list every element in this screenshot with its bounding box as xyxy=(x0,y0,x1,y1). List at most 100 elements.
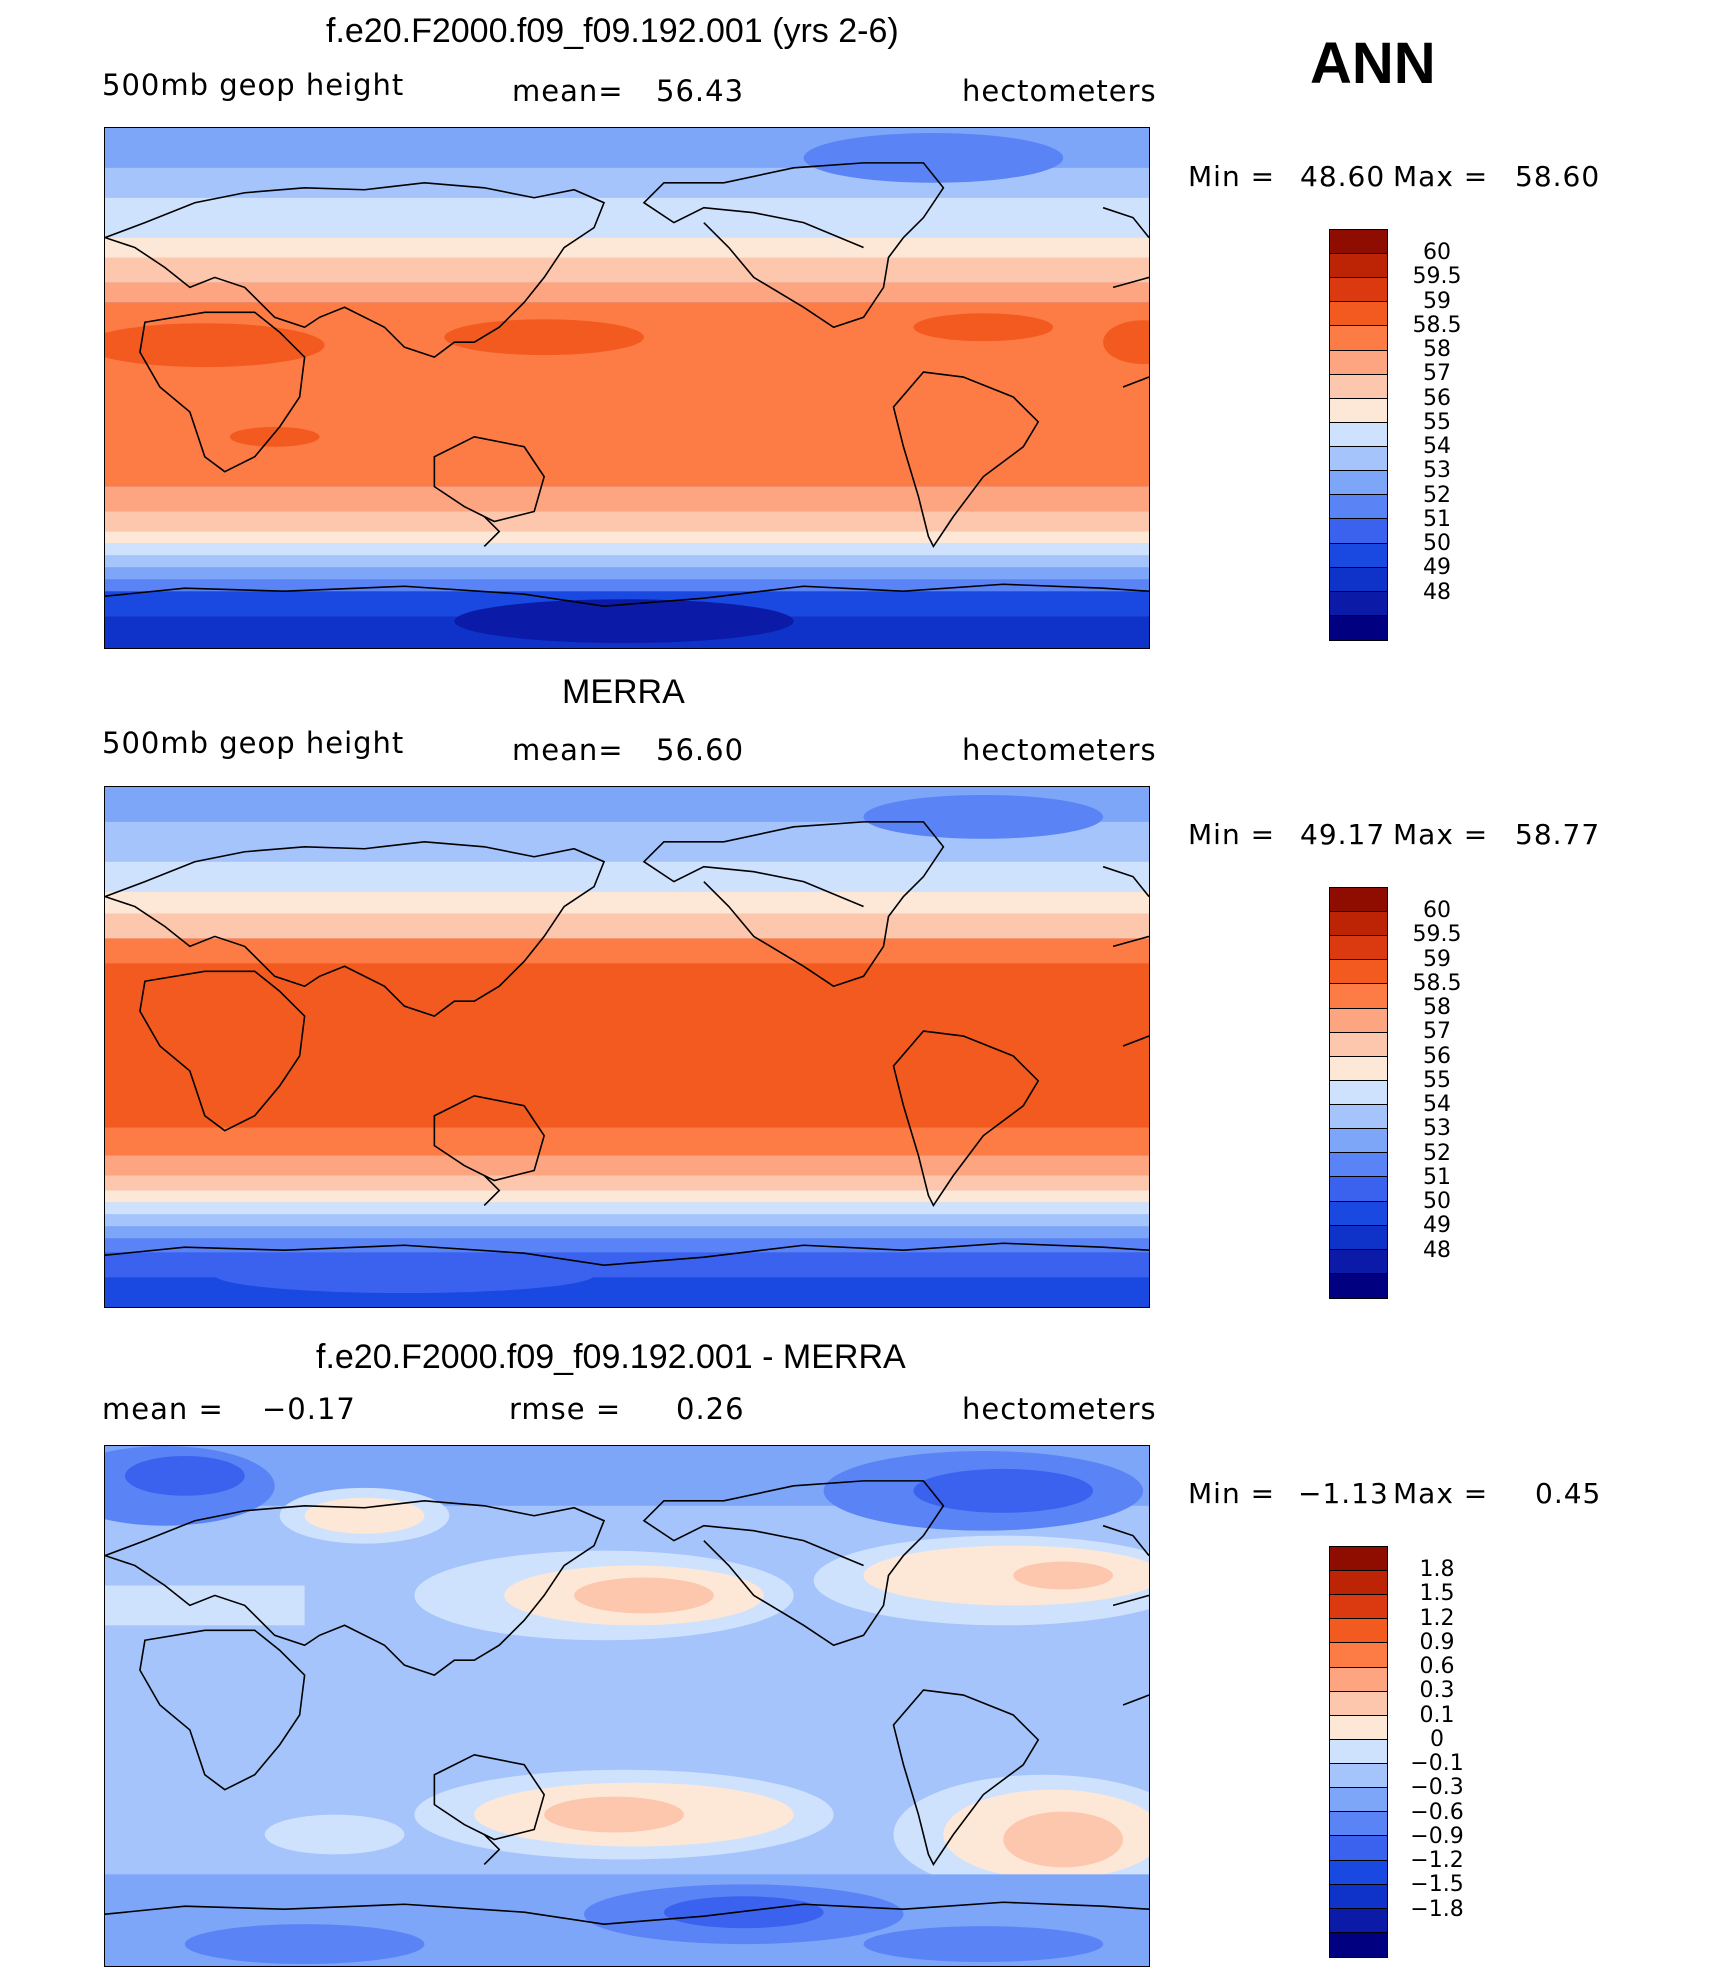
panel3-low-north-atlantic-core xyxy=(124,1455,245,1496)
colorbar-tick-label: 58.5 xyxy=(1412,312,1462,338)
colorbar-tick-label: 58.5 xyxy=(1412,970,1462,996)
panel3-coastlines xyxy=(105,1480,1149,1925)
panel2-max-value: 58.77 xyxy=(1515,818,1601,851)
panel1-eurasia-coast xyxy=(105,181,606,359)
colorbar-tick-label: 51 xyxy=(1423,506,1451,532)
colorbar-box xyxy=(1330,1008,1387,1033)
colorbar-tick-label: 50 xyxy=(1423,1189,1451,1215)
colorbar-box xyxy=(1330,1177,1387,1202)
panel2-band xyxy=(105,963,1149,1128)
panel1-band xyxy=(105,257,1149,283)
panel2-band xyxy=(105,861,1149,892)
panel2-band xyxy=(105,1202,1149,1215)
panel3-min-value: −1.13 xyxy=(1298,1477,1389,1510)
panel2-contour-plot xyxy=(105,787,1149,1307)
colorbar-box xyxy=(1330,1056,1387,1081)
colorbar-tick-label: −0.3 xyxy=(1410,1775,1464,1801)
colorbar-box xyxy=(1330,1788,1387,1813)
colorbar-box xyxy=(1330,254,1387,279)
colorbar-box xyxy=(1330,1249,1387,1274)
colorbar-box xyxy=(1330,1225,1387,1250)
colorbar-box xyxy=(1330,543,1387,568)
panel2-namerica-coast xyxy=(642,821,945,988)
colorbar-box xyxy=(1330,350,1387,375)
panel1-max-label: Max = xyxy=(1393,160,1489,193)
panel1-europe-edge xyxy=(1102,206,1149,239)
panel2-variable-label: 500mb geop height xyxy=(102,726,405,760)
panel2-australia-coast xyxy=(433,1094,546,1182)
panel3-samerica-coast xyxy=(892,1689,1040,1866)
colorbar-tick-label: −1.2 xyxy=(1410,1848,1464,1874)
colorbar-box xyxy=(1330,1836,1387,1861)
panel1-coastlines xyxy=(105,162,1149,607)
panel2-samerica-coast xyxy=(892,1030,1040,1207)
colorbar-box xyxy=(1330,1884,1387,1909)
panel1-band xyxy=(105,543,1149,556)
panel3-eurasia-coast xyxy=(105,1499,606,1677)
colorbar-box xyxy=(1330,1764,1387,1789)
panel2-coastlines xyxy=(105,821,1149,1266)
panel2-min-label: Min = xyxy=(1188,818,1276,851)
panel3-edge-coast xyxy=(1112,1594,1149,1706)
panel1-max-value: 58.60 xyxy=(1515,160,1601,193)
panel3-high-satlantic-core xyxy=(1003,1811,1124,1868)
panel1-high-west xyxy=(105,323,325,368)
colorbar-tick-label: 50 xyxy=(1423,531,1451,557)
colorbar-tick-label: 49 xyxy=(1423,555,1451,581)
colorbar-box xyxy=(1330,1643,1387,1668)
panel1-samerica-coast xyxy=(892,371,1040,548)
panel1-band xyxy=(105,282,1149,303)
panel3-namerica-coast xyxy=(642,1480,945,1647)
colorbar-box xyxy=(1330,422,1387,448)
panel1-high-caribbean xyxy=(913,313,1054,342)
colorbar-tick-label: 54 xyxy=(1423,434,1451,460)
colorbar-box xyxy=(1330,495,1387,520)
colorbar-box xyxy=(1330,591,1387,616)
colorbar-box xyxy=(1330,1595,1387,1620)
panel2-eurasia-coast xyxy=(105,840,606,1018)
colorbar-box xyxy=(1330,278,1387,303)
colorbar-box xyxy=(1330,398,1387,423)
panel1-min-value: 48.60 xyxy=(1300,160,1386,193)
colorbar-box xyxy=(1330,960,1387,985)
panel3-high-west-band xyxy=(105,1585,305,1626)
panel1-units: hectometers xyxy=(962,74,1157,108)
panel1-arctic-low xyxy=(803,132,1064,183)
colorbar-tick-label: 59.5 xyxy=(1412,264,1462,290)
panel1-antarctic-low xyxy=(454,599,794,644)
panel3-low-south-west xyxy=(184,1924,425,1965)
panel1-nz-coast xyxy=(483,515,501,547)
panel2-mean-label: mean= xyxy=(512,733,624,767)
panel2-antarctic-ring xyxy=(214,1257,595,1294)
colorbar-tick-label: 0.3 xyxy=(1419,1678,1455,1704)
colorbar-box xyxy=(1330,912,1387,937)
colorbar-box xyxy=(1330,1129,1387,1154)
colorbar-box xyxy=(1330,615,1387,640)
panel3-antarctica-coast xyxy=(105,1901,1149,1925)
colorbar-tick-label: 59 xyxy=(1423,946,1451,972)
colorbar-tick-label: 53 xyxy=(1423,458,1451,484)
colorbar-tick-label: 56 xyxy=(1423,1043,1451,1069)
panel1-title: f.e20.F2000.f09_f09.192.001 (yrs 2-6) xyxy=(326,12,899,50)
panel1-colorbar xyxy=(1329,229,1388,641)
panel3-high-npacific-core xyxy=(574,1577,714,1614)
panel3-min-label: Min = xyxy=(1188,1477,1276,1510)
colorbar-tick-label: 1.2 xyxy=(1419,1605,1455,1631)
colorbar-tick-label: 57 xyxy=(1423,361,1451,387)
colorbar-tick-label: −0.6 xyxy=(1410,1799,1464,1825)
panel3-rmse-label: rmse = xyxy=(509,1392,622,1426)
colorbar-tick-label: 0 xyxy=(1430,1726,1444,1752)
panel1-min-label: Min = xyxy=(1188,160,1276,193)
panel1-mean-value: 56.43 xyxy=(656,74,745,108)
colorbar-box xyxy=(1330,1153,1387,1178)
panel1-band xyxy=(105,197,1149,238)
panel3-mean-label: mean = xyxy=(102,1392,224,1426)
panel2-map xyxy=(104,786,1150,1308)
panel2-edge-coast xyxy=(1112,935,1149,1047)
panel1-band xyxy=(105,486,1149,512)
colorbar-tick-label: 59 xyxy=(1423,288,1451,314)
panel2-europe-edge xyxy=(1102,865,1149,898)
colorbar-tick-label: 48 xyxy=(1423,579,1451,605)
panel3-low-south-east xyxy=(863,1926,1104,1963)
panel3-australia-coast xyxy=(433,1753,546,1841)
